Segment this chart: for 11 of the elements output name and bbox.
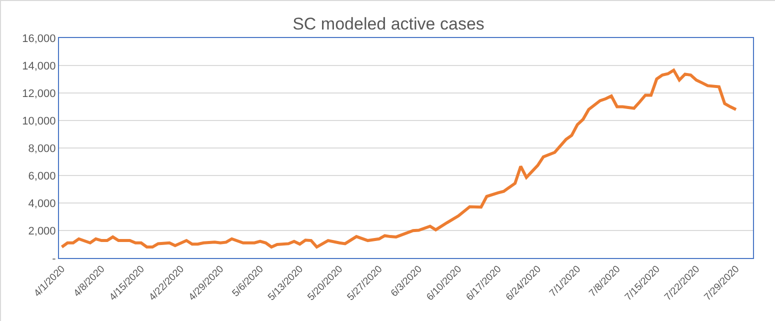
y-tick-label: 8,000 — [28, 142, 56, 155]
y-tick-label: 4,000 — [28, 198, 56, 210]
y-tick-label: 14,000 — [22, 60, 56, 72]
chart-title: SC modeled active cases — [292, 14, 484, 34]
line-series — [60, 68, 738, 248]
y-tick-label: 16,000 — [22, 32, 56, 45]
y-tick-label: - — [52, 252, 56, 265]
y-tick-label: 2,000 — [28, 225, 56, 238]
y-tick-label: 12,000 — [22, 88, 56, 100]
y-tick-label: 6,000 — [28, 170, 56, 182]
y-tick-label: 10,000 — [22, 115, 56, 128]
